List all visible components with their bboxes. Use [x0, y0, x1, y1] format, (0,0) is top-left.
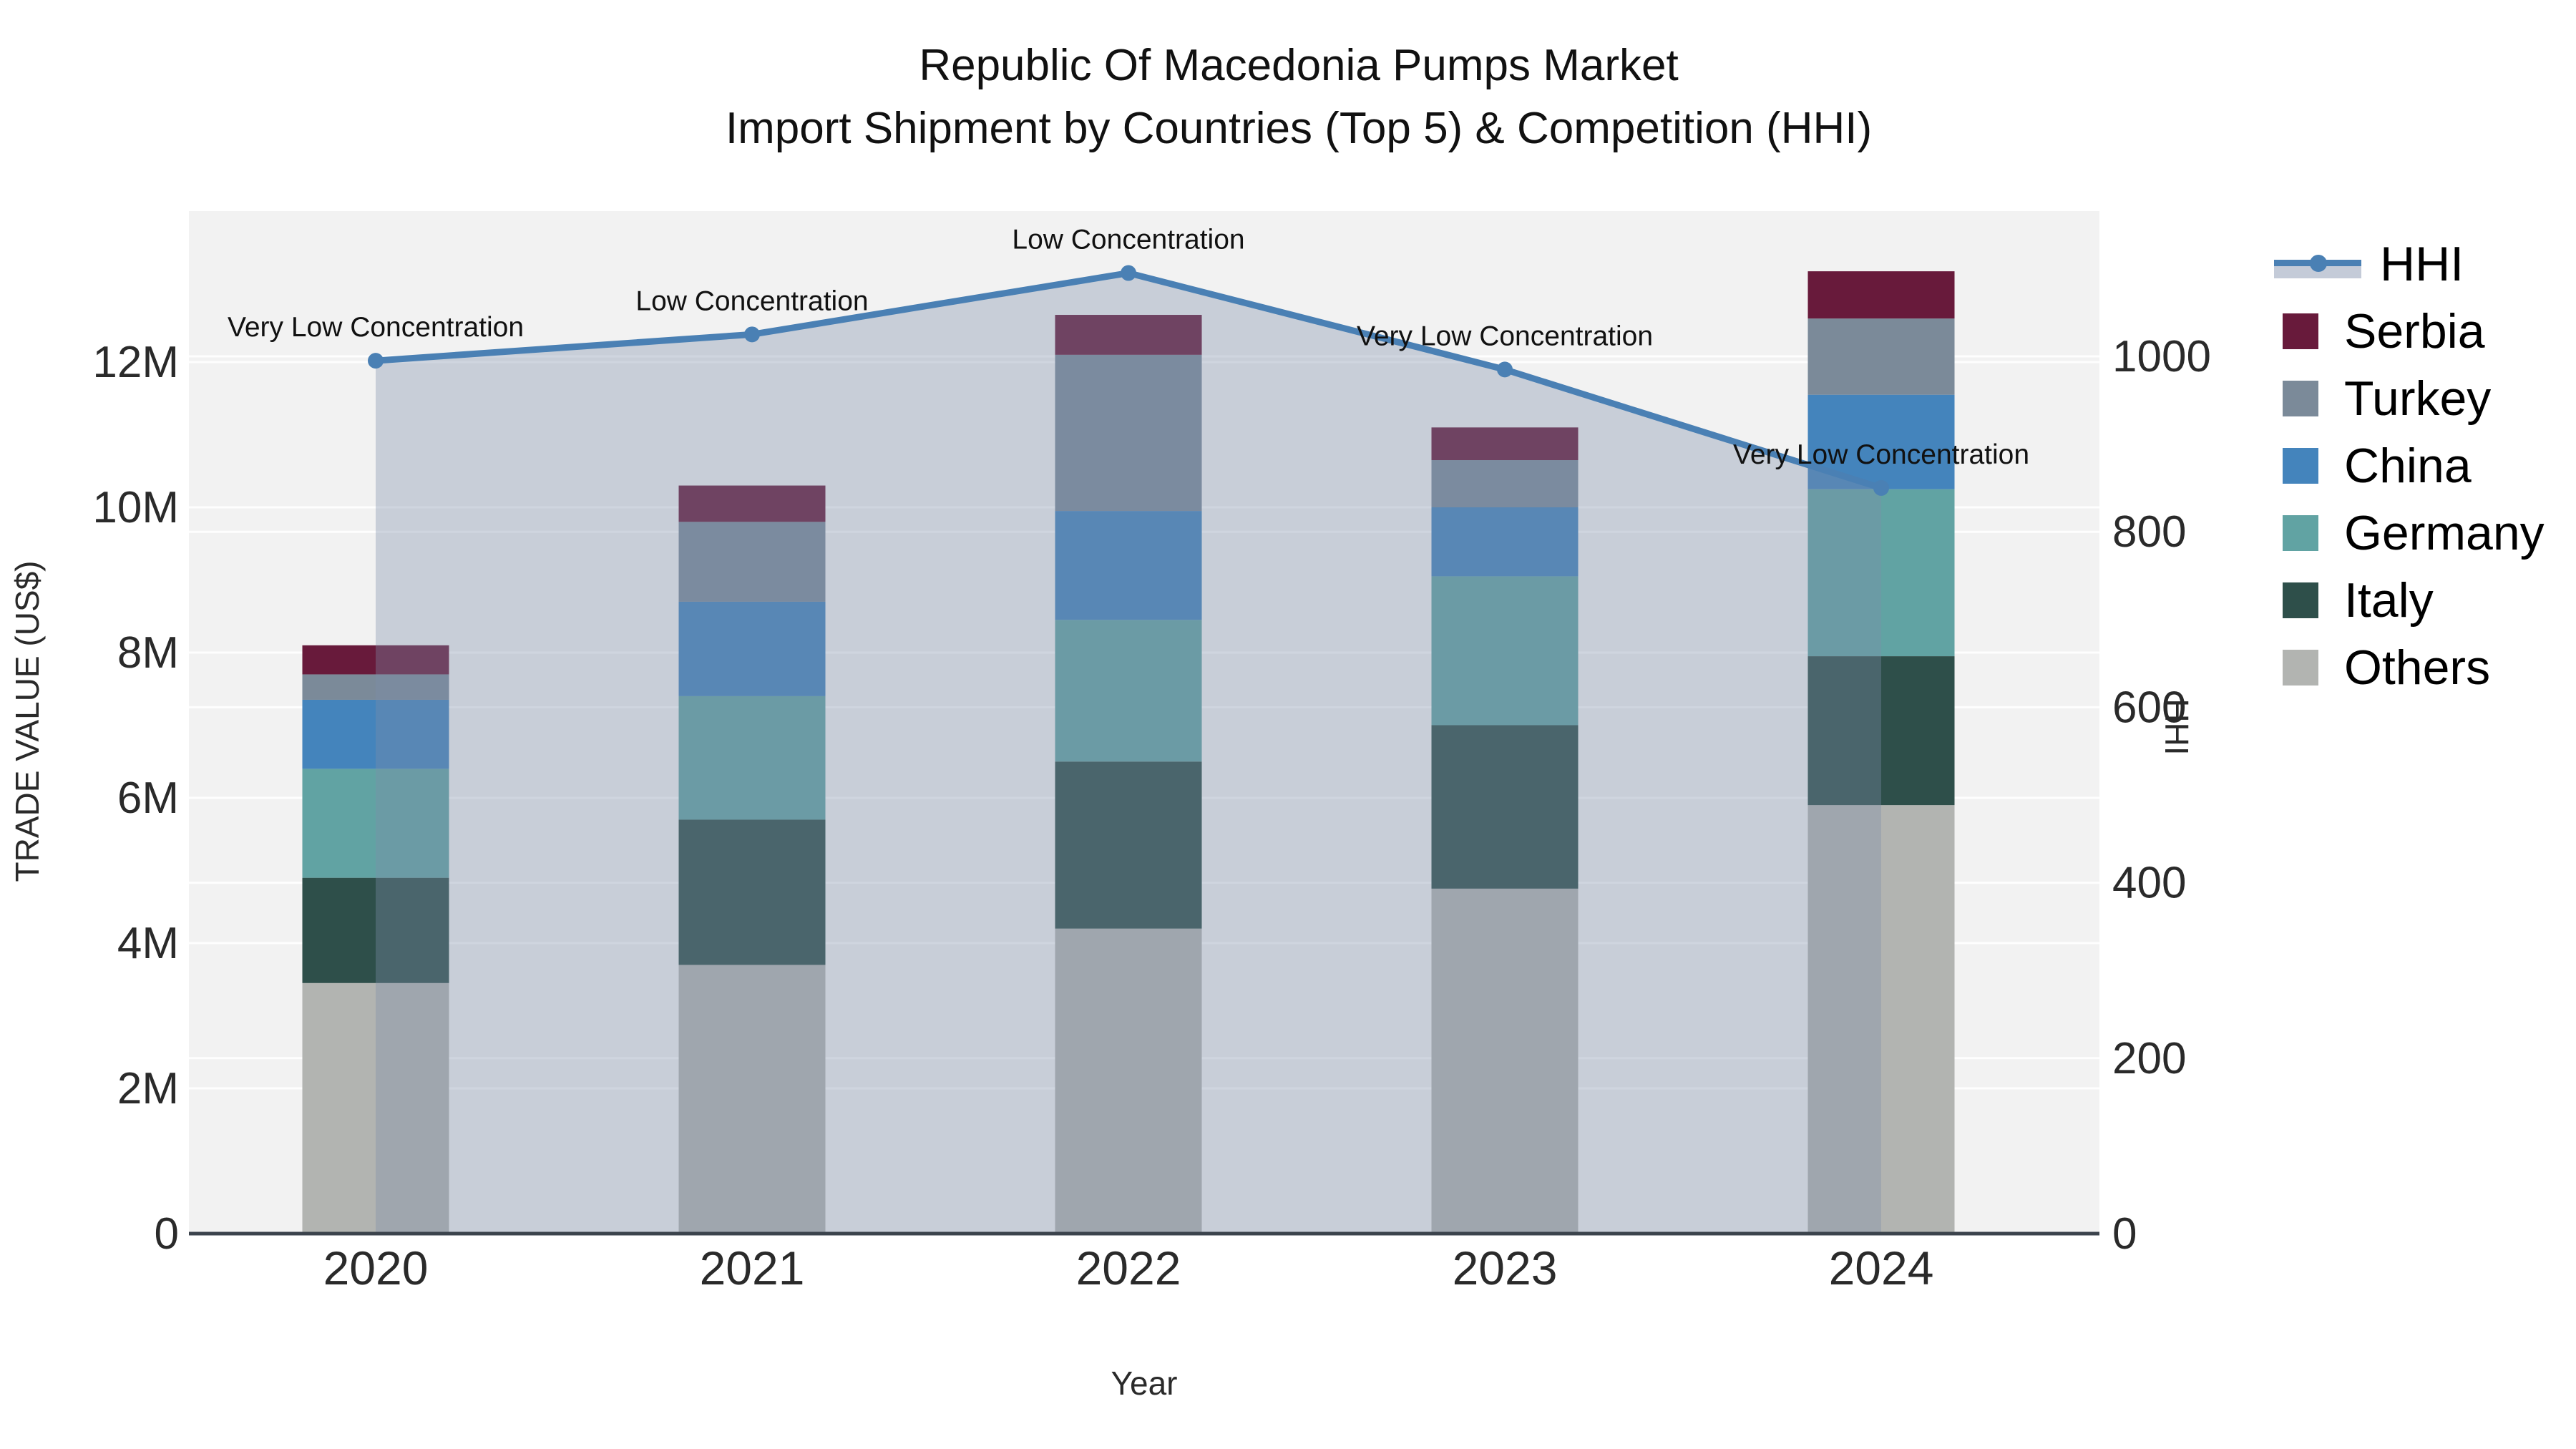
x-tick-2022: 2022 — [1076, 1241, 1181, 1294]
bar-segment-china-2023[interactable] — [1431, 507, 1579, 577]
x-axis-title: Year — [1111, 1365, 1178, 1402]
y-axis-title-left: TRADE VALUE (US$) — [9, 560, 46, 882]
bar-segment-italy-2022[interactable] — [1055, 761, 1202, 929]
legend-label-italy: Italy — [2344, 573, 2434, 628]
y-right-tick-0: 0 — [2112, 1209, 2137, 1259]
y-left-tick-2M: 2M — [117, 1064, 179, 1113]
bar-segment-turkey-2021[interactable] — [678, 522, 826, 602]
y-right-tick-400: 400 — [2112, 859, 2186, 908]
bar-segment-others-2023[interactable] — [1431, 888, 1579, 1234]
bar-segment-germany-2023[interactable] — [1431, 576, 1579, 726]
y-left-tick-8M: 8M — [117, 628, 179, 678]
serbia-swatch-icon — [2283, 313, 2318, 349]
legend-item-serbia[interactable]: Serbia — [2274, 298, 2545, 365]
hhi-marker-2024[interactable] — [1873, 479, 1889, 496]
legend-label-others: Others — [2344, 640, 2491, 695]
hhi-marker-2023[interactable] — [1497, 361, 1513, 378]
bar-segment-china-2022[interactable] — [1055, 511, 1202, 620]
hhi-annotation-2022: Low Concentration — [1012, 225, 1244, 255]
germany-swatch-icon — [2283, 515, 2318, 551]
y-axis-title-right: HHI — [2158, 698, 2195, 756]
bar-segment-italy-2021[interactable] — [678, 819, 826, 965]
bar-segment-italy-2023[interactable] — [1431, 725, 1579, 889]
y-left-tick-4M: 4M — [117, 919, 179, 968]
bar-segment-serbia-2021[interactable] — [678, 485, 826, 522]
bar-segment-serbia-2022[interactable] — [1055, 315, 1202, 355]
bar-segment-china-2020[interactable] — [302, 699, 449, 769]
legend-item-others[interactable]: Others — [2274, 634, 2545, 701]
legend-item-china[interactable]: China — [2274, 432, 2545, 499]
bar-segment-serbia-2023[interactable] — [1431, 427, 1579, 461]
bar-segment-others-2021[interactable] — [678, 965, 826, 1234]
legend-item-italy[interactable]: Italy — [2274, 567, 2545, 634]
legend-item-germany[interactable]: Germany — [2274, 499, 2545, 567]
x-tick-2021: 2021 — [700, 1241, 805, 1294]
bar-segment-turkey-2024[interactable] — [1807, 318, 1955, 395]
legend-label-turkey: Turkey — [2344, 371, 2492, 426]
y-right-tick-200: 200 — [2112, 1034, 2186, 1083]
bar-segment-germany-2020[interactable] — [302, 769, 449, 878]
y-left-tick-6M: 6M — [117, 774, 179, 823]
x-tick-2020: 2020 — [323, 1241, 429, 1294]
y-left-tick-10M: 10M — [92, 483, 179, 532]
chart-title: Republic Of Macedonia Pumps Market Impor… — [726, 34, 1872, 160]
others-swatch-icon — [2283, 650, 2318, 686]
legend: HHI Serbia Turkey China Germany Italy Others — [2274, 230, 2545, 701]
bar-segment-turkey-2023[interactable] — [1431, 460, 1579, 507]
bar-segment-germany-2021[interactable] — [678, 696, 826, 820]
chart-title-line1: Republic Of Macedonia Pumps Market — [919, 41, 1679, 90]
y-right-tick-800: 800 — [2112, 507, 2186, 557]
bar-segment-germany-2024[interactable] — [1807, 489, 1955, 657]
hhi-annotation-2023: Very Low Concentration — [1357, 321, 1653, 351]
legend-label-germany: Germany — [2344, 506, 2545, 560]
legend-label-china: China — [2344, 439, 2472, 493]
hhi-area-fill — [376, 273, 1881, 1234]
hhi-marker-2021[interactable] — [744, 326, 760, 343]
italy-swatch-icon — [2283, 582, 2318, 618]
bar-segment-others-2022[interactable] — [1055, 928, 1202, 1234]
bar-segment-italy-2020[interactable] — [302, 877, 449, 983]
x-tick-2023: 2023 — [1453, 1241, 1558, 1294]
turkey-swatch-icon — [2283, 381, 2318, 416]
bar-segment-china-2021[interactable] — [678, 601, 826, 696]
y-right-tick-600: 600 — [2112, 683, 2186, 732]
hhi-marker-2022[interactable] — [1121, 265, 1136, 281]
y-left-tick-0: 0 — [155, 1209, 179, 1259]
legend-label-hhi: HHI — [2380, 237, 2464, 291]
bar-segment-italy-2024[interactable] — [1807, 656, 1955, 806]
legend-item-hhi[interactable]: HHI — [2274, 230, 2545, 298]
bar-segment-others-2024[interactable] — [1807, 805, 1955, 1234]
bar-segment-turkey-2020[interactable] — [302, 674, 449, 700]
china-swatch-icon — [2283, 448, 2318, 484]
hhi-line-icon — [2274, 245, 2361, 283]
bar-segment-turkey-2022[interactable] — [1055, 354, 1202, 512]
y-left-tick-12M: 12M — [92, 338, 179, 387]
hhi-marker-2020[interactable] — [368, 353, 384, 369]
x-tick-2024: 2024 — [1829, 1241, 1934, 1294]
hhi-annotation-2024: Very Low Concentration — [1733, 439, 2029, 470]
legend-item-turkey[interactable]: Turkey — [2274, 365, 2545, 432]
hhi-annotation-2021: Low Concentration — [635, 286, 868, 316]
bar-segment-germany-2022[interactable] — [1055, 620, 1202, 762]
bar-segment-others-2020[interactable] — [302, 982, 449, 1234]
bar-segment-serbia-2024[interactable] — [1807, 271, 1955, 319]
bar-segment-serbia-2020[interactable] — [302, 645, 449, 675]
y-right-tick-1000: 1000 — [2112, 332, 2211, 381]
chart-title-line2: Import Shipment by Countries (Top 5) & C… — [725, 104, 1873, 153]
legend-label-serbia: Serbia — [2344, 304, 2485, 358]
hhi-annotation-2020: Very Low Concentration — [228, 312, 524, 343]
